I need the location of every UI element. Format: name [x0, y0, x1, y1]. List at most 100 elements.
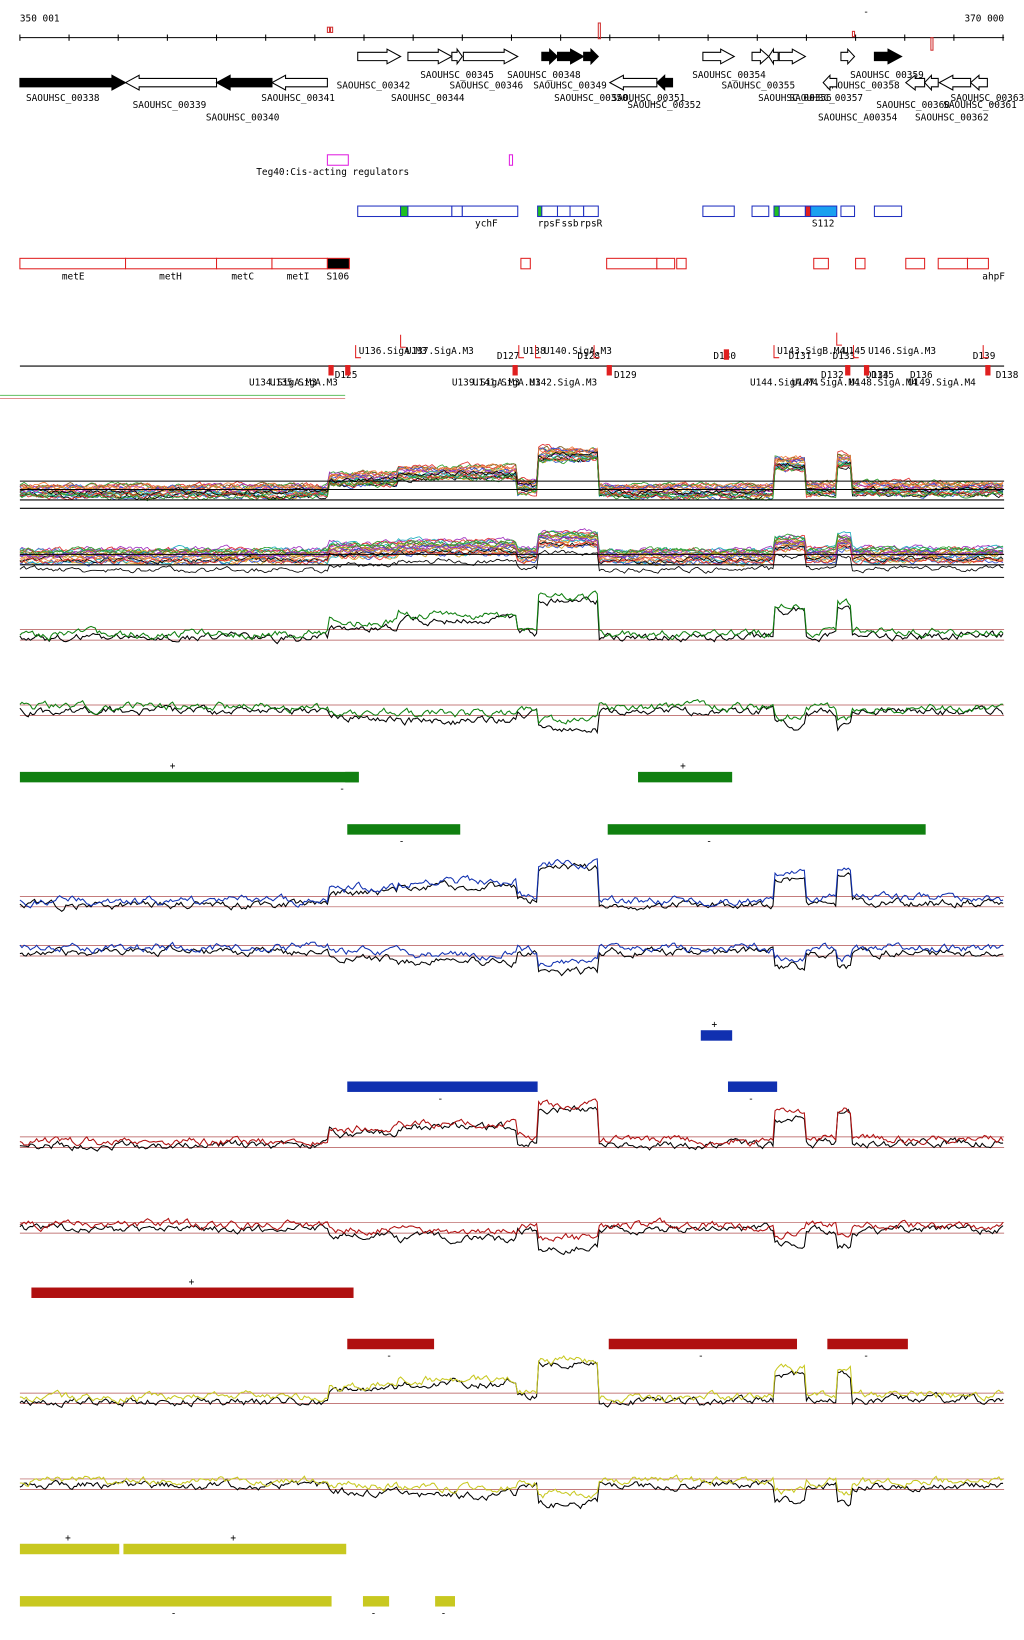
gene-label: SAOUHSC_00349: [533, 80, 607, 91]
feature-box: [407, 205, 453, 218]
gene-label: SAOUHSC_00348: [507, 70, 581, 81]
strand-marker: -: [441, 1608, 447, 1619]
strand-marker: -: [706, 836, 712, 847]
ruler-mark: [330, 26, 334, 33]
segment-bar: [362, 1596, 390, 1607]
transcript-label: D135: [871, 370, 894, 381]
gene-arrow: [873, 48, 903, 65]
feature-box: [216, 257, 273, 270]
transcript-end: [512, 365, 518, 376]
signal-trace: [19, 1104, 1004, 1152]
feature-label: metC: [231, 272, 254, 283]
gene-arrow: [840, 47, 856, 66]
gene-label: SAOUHSC_00355: [722, 80, 796, 91]
transcript-arrow: [852, 345, 859, 359]
transcript-label: D134: [866, 370, 889, 381]
gene-arrow: [768, 47, 779, 66]
transcript-end: [345, 365, 351, 376]
gene-arrow: [407, 48, 453, 65]
segment-bar: [827, 1338, 908, 1350]
transcript-end: [863, 365, 870, 376]
signal-trace: [19, 530, 1004, 555]
transcript-label: U147.SigA.M4: [792, 377, 860, 388]
segment-bar: [347, 1338, 435, 1350]
gene-arrow: [357, 48, 402, 65]
gene-label: SAOUHSC_00363: [951, 93, 1024, 104]
signal-trace: [19, 452, 1004, 498]
feature-box: [966, 257, 989, 270]
transcript-label: U140.SigA.M3: [544, 346, 612, 357]
gene-arrow: [541, 47, 559, 66]
transcript-end: [606, 365, 612, 376]
signal-trace: [19, 456, 1004, 502]
gene-label: SAOUHSC_00358: [826, 80, 900, 91]
gene-arrow: [19, 74, 127, 91]
transcript-label: U141.SigA.M3: [473, 377, 541, 388]
gene-arrow: [556, 48, 585, 65]
feature-box: [937, 257, 969, 270]
signal-trace: [19, 447, 1004, 492]
feature-box: [905, 257, 926, 270]
feature-box: [804, 205, 812, 218]
segment-bar: [347, 1081, 538, 1092]
gene-arrow: [656, 74, 674, 92]
feature-label: metI: [287, 272, 310, 283]
transcript-label: U136.SigA.M3: [359, 346, 427, 357]
transcript-arrow: [535, 345, 541, 359]
strand-marker: -: [863, 1351, 869, 1362]
gene-arrow: [608, 74, 658, 91]
transcript-label: D127: [497, 351, 520, 362]
feature-box: [19, 257, 127, 270]
signal-trace: [19, 1478, 1004, 1510]
signal-trace: [19, 1217, 1004, 1242]
transcript-label: U145: [843, 346, 866, 357]
strand-marker: -: [386, 1351, 392, 1362]
gene-arrow: [124, 74, 218, 91]
transcript-arrow: [355, 345, 361, 359]
ruler-mark: [930, 37, 934, 51]
transcript-arrow: [773, 345, 780, 359]
feature-box: [676, 257, 687, 270]
strand-marker: +: [65, 1533, 71, 1544]
segment-bar: [347, 824, 461, 835]
strand-marker: +: [230, 1533, 236, 1544]
signal-trace: [19, 596, 1004, 645]
signal-trace: [19, 858, 1004, 909]
strand-marker: +: [712, 1020, 718, 1031]
signal-trace: [19, 539, 1004, 566]
regulator-box: [326, 154, 349, 166]
gene-label: SAOUHSC_00362: [915, 113, 989, 124]
transcript-end: [845, 365, 851, 376]
segment-bar: [345, 771, 359, 783]
feature-label: metH: [159, 272, 182, 283]
feature-box: [556, 205, 571, 218]
feature-box: [537, 205, 543, 218]
gene-arrow: [969, 74, 988, 92]
signal-trace: [19, 941, 1004, 968]
strand-marker: -: [399, 836, 405, 847]
signal-trace: [19, 456, 1004, 501]
strand-marker: +: [680, 761, 686, 772]
segment-bar: [638, 771, 733, 783]
gene-label: SAOUHSC_00359: [850, 70, 924, 81]
feature-label: ahpF: [982, 272, 1005, 283]
feature-label: ychF: [475, 218, 498, 229]
signal-trace: [19, 945, 1004, 977]
signal-trace: [19, 549, 1004, 574]
feature-box: [451, 205, 463, 218]
feature-box: [778, 205, 806, 218]
signal-trace: [19, 1474, 1004, 1499]
feature-box: [461, 205, 519, 218]
signal-trace: [19, 704, 1004, 735]
gene-label: SAOUHSC_00342: [337, 80, 411, 91]
segment-bar: [123, 1543, 347, 1555]
ruler-mark: [851, 30, 856, 38]
transcript-label: U139.SigA.M3: [452, 377, 520, 388]
gene-label: SAOUHSC_00360: [876, 100, 950, 111]
feature-label: ssb: [562, 218, 579, 229]
gene-label: SAOUHSC_00361: [943, 100, 1017, 111]
gene-label: SAOUHSC_A00354: [818, 113, 898, 124]
gene-label: SAOUHSC_00352: [627, 100, 701, 111]
transcript-label: U138: [523, 346, 546, 357]
segment-bar: [435, 1596, 455, 1607]
